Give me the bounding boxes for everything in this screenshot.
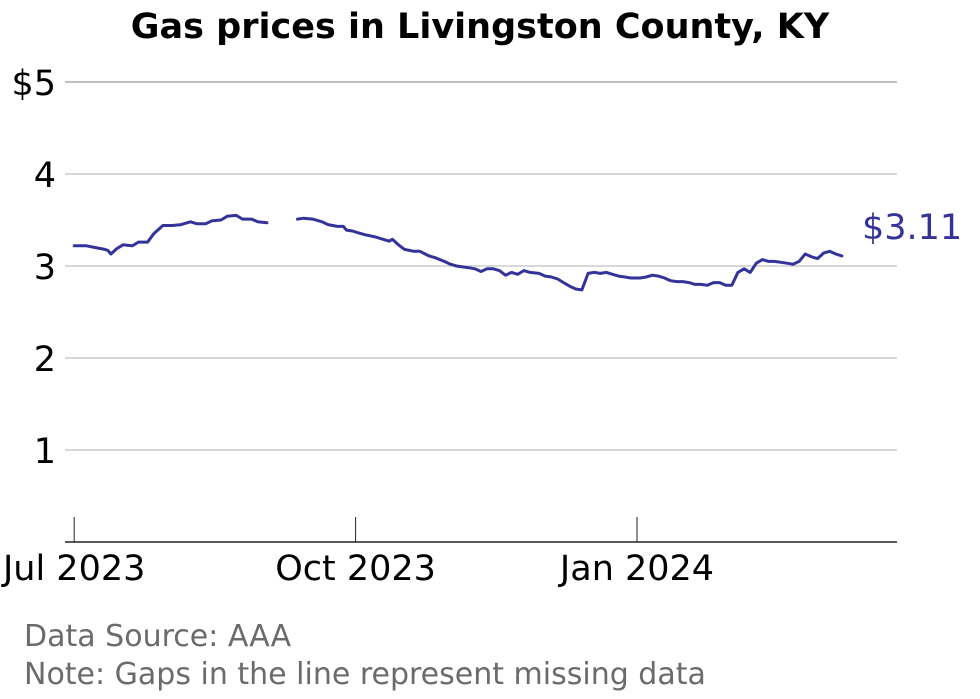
price-line-segment-2 [296, 216, 844, 292]
price-series [72, 213, 844, 292]
y-tick-label: 3 [34, 248, 56, 288]
x-tick-label: Jan 2024 [558, 549, 714, 589]
missing-data-note: Note: Gaps in the line represent missing… [24, 657, 706, 692]
price-line-segment-1 [72, 213, 269, 256]
data-source-note: Data Source: AAA [24, 619, 292, 654]
x-axis-ticks: Jul 2023 Oct 2023 Jan 2024 [1, 517, 714, 589]
x-tick-label: Jul 2023 [1, 549, 145, 589]
y-tick-label: 2 [34, 340, 56, 380]
y-axis-ticks: 1 2 3 4 $5 [11, 64, 56, 472]
chart-title: Gas prices in Livingston County, KY [131, 7, 830, 47]
y-tick-label: 1 [34, 432, 56, 472]
x-tick-label: Oct 2023 [275, 549, 436, 589]
y-tick-label: 4 [34, 156, 56, 196]
gridlines [65, 81, 897, 451]
end-value-label: $3.11 [862, 208, 962, 248]
y-tick-label: $5 [11, 64, 56, 104]
